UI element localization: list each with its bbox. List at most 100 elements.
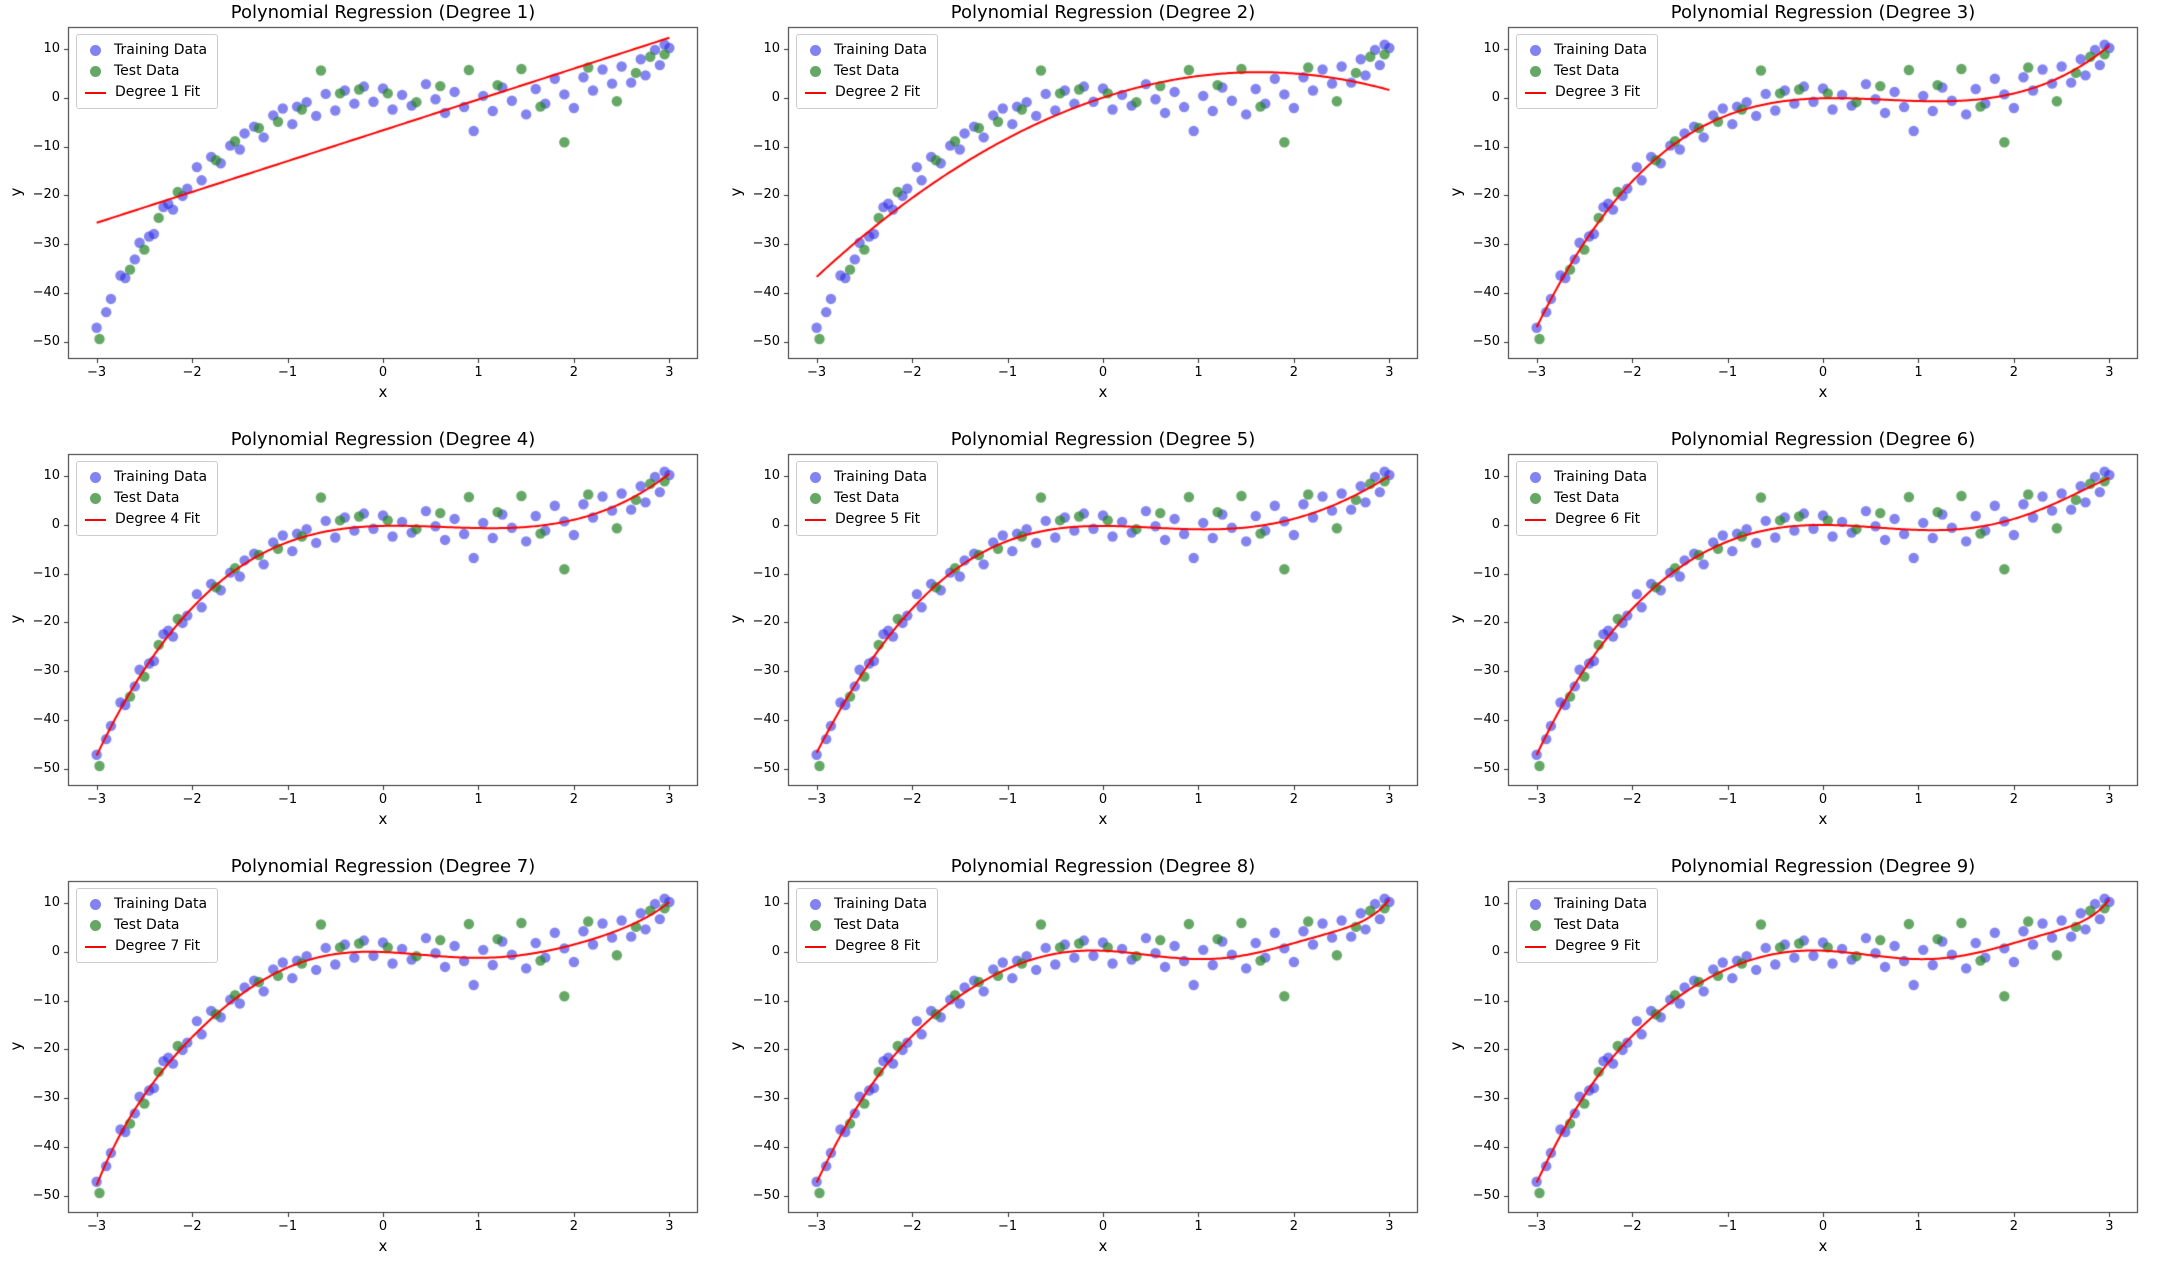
x-axis-label: x [1818,1237,1828,1255]
x-tick-label: −2 [1622,365,1642,380]
x-tick-label: −2 [182,1219,202,1234]
legend-item-fit: Degree 4 Fit [85,509,207,530]
test-marker-icon [90,920,101,931]
training-marker-icon [810,45,821,56]
y-tick-label: 10 [1483,467,1500,483]
y-tick-label: 10 [763,894,780,910]
legend: Training Data Test Data Degree 8 Fit [796,888,939,963]
legend-item-fit: Degree 8 Fit [805,936,927,957]
legend-label-fit: Degree 9 Fit [1555,938,1641,954]
x-tick-label: 0 [1098,1219,1108,1234]
test-marker-icon [1530,493,1541,504]
legend-label-training: Training Data [114,42,208,58]
subplot-degree-4: Polynomial Regression (Degree 4) x y −3 −2 −1… [0,428,720,855]
y-tick-label: −50 [752,1187,780,1203]
y-tick-label: −10 [1472,992,1500,1008]
x-tick-label: 1 [474,365,483,380]
legend-label-test: Test Data [114,490,180,506]
y-tick-label: −20 [752,1041,780,1057]
x-tick-label: 3 [2105,792,2114,807]
legend-label-test: Test Data [1554,63,1620,79]
legend-label-fit: Degree 1 Fit [115,84,201,100]
legend: Training Data Test Data Degree 1 Fit [76,34,219,109]
y-tick-label: −40 [1472,285,1500,301]
y-tick-label: −30 [32,1090,60,1106]
subplot-degree-6: Polynomial Regression (Degree 6) x y −3 −2 −1… [1440,428,2160,855]
y-tick-label: −20 [752,614,780,630]
x-tick-label: −1 [1717,365,1738,380]
legend-label-fit: Degree 3 Fit [1555,84,1641,100]
x-tick-label: 0 [1818,1219,1828,1234]
x-tick-label: −3 [807,792,827,807]
legend-label-test: Test Data [1554,490,1620,506]
x-tick-label: 0 [1818,365,1828,380]
y-tick-label: −30 [752,663,780,679]
x-tick-label: 1 [1914,1219,1923,1234]
test-marker-icon [1530,920,1541,931]
x-axis-label: x [1098,810,1108,828]
legend-item-test: Test Data [85,61,207,82]
y-tick-label: −40 [32,285,60,301]
x-tick-label: −1 [277,1219,298,1234]
subplot-title: Polynomial Regression (Degree 1) [230,2,536,23]
legend-item-test: Test Data [1525,488,1647,509]
subplot-title: Polynomial Regression (Degree 6) [1670,429,1976,450]
subplot-degree-3: Polynomial Regression (Degree 3) x y −3 −2 −1… [1440,1,2160,428]
legend-item-training: Training Data [1525,894,1647,915]
y-tick-label: −30 [1472,236,1500,252]
x-tick-label: 2 [2009,792,2019,807]
legend-item-training: Training Data [805,467,927,488]
subplot-degree-8: Polynomial Regression (Degree 8) x y −3 −2 −1… [720,855,1440,1282]
fit-line-icon [1525,945,1546,948]
subplot-degree-2: Polynomial Regression (Degree 2) x y −3 −2 −1… [720,1,1440,428]
y-tick-label: −50 [1472,760,1500,776]
y-tick-label: 10 [763,40,780,56]
fit-line-icon [85,91,106,94]
x-axis-label: x [1098,383,1108,401]
legend-label-test: Test Data [834,917,900,933]
y-tick-label: −50 [32,760,60,776]
subplot-title: Polynomial Regression (Degree 8) [950,856,1256,877]
training-marker-icon [1530,472,1541,483]
y-tick-label: 0 [771,89,780,105]
y-tick-label: −20 [1472,614,1500,630]
x-tick-label: −2 [182,365,202,380]
training-marker-icon [90,899,101,910]
y-tick-label: 0 [1491,516,1500,532]
legend-item-fit: Degree 7 Fit [85,936,207,957]
training-marker-icon [1530,45,1541,56]
x-tick-label: −2 [182,792,202,807]
y-tick-label: −30 [32,236,60,252]
x-tick-label: 0 [378,1219,388,1234]
x-tick-label: 1 [1194,1219,1203,1234]
subplot-title: Polynomial Regression (Degree 3) [1670,2,1976,23]
y-tick-label: 10 [43,467,60,483]
y-tick-label: −10 [1472,138,1500,154]
y-tick-label: −50 [752,760,780,776]
x-tick-label: 3 [665,792,674,807]
y-tick-label: 0 [51,943,60,959]
x-tick-label: −2 [902,1219,922,1234]
test-marker-icon [810,920,821,931]
subplot-title: Polynomial Regression (Degree 7) [230,856,536,877]
x-tick-label: 3 [2105,1219,2114,1234]
x-axis-label: x [378,1237,388,1255]
fit-line-icon [85,945,106,948]
y-tick-label: −40 [1472,712,1500,728]
legend: Training Data Test Data Degree 4 Fit [76,461,219,536]
test-marker-icon [90,493,101,504]
legend-label-training: Training Data [114,469,208,485]
x-tick-label: −2 [902,365,922,380]
x-tick-label: 0 [378,792,388,807]
y-tick-label: −20 [1472,1041,1500,1057]
legend-item-fit: Degree 1 Fit [85,82,207,103]
legend-label-training: Training Data [834,896,928,912]
legend-label-training: Training Data [1554,896,1648,912]
y-tick-label: −20 [32,187,60,203]
legend: Training Data Test Data Degree 5 Fit [796,461,939,536]
test-marker-icon [810,66,821,77]
subplot-degree-9: Polynomial Regression (Degree 9) x y −3 −2 −1… [1440,855,2160,1282]
legend-label-fit: Degree 5 Fit [835,511,921,527]
y-tick-label: −50 [1472,1187,1500,1203]
training-marker-icon [1530,899,1541,910]
